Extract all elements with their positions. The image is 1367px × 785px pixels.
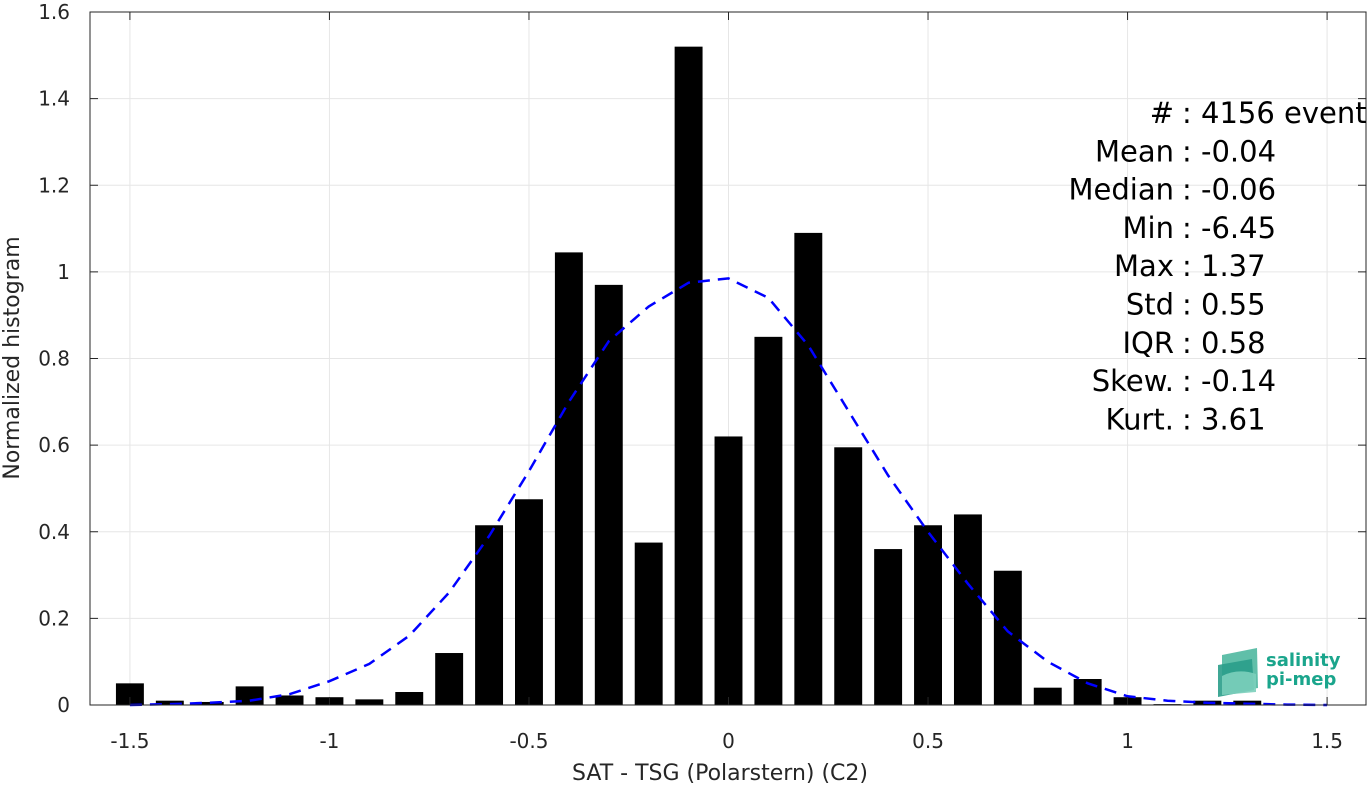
- y-tick-label: 1.4: [38, 87, 70, 111]
- stat-value: -0.06: [1201, 173, 1276, 207]
- histogram-bar: [395, 692, 424, 705]
- x-tick-label: 0.5: [912, 729, 944, 753]
- y-tick-label: 1: [57, 260, 70, 284]
- x-tick-label: 1.5: [1311, 729, 1343, 753]
- histogram-bar: [993, 570, 1022, 705]
- histogram-bar: [355, 699, 384, 705]
- stat-separator: :: [1182, 96, 1192, 130]
- stat-separator: :: [1182, 326, 1192, 360]
- x-tick-label: 1: [1121, 729, 1134, 753]
- y-tick-label: 0: [57, 693, 70, 717]
- histogram-bar: [714, 436, 743, 705]
- histogram-bar: [634, 542, 663, 705]
- histogram-bar: [275, 695, 304, 705]
- histogram-bar: [435, 653, 464, 705]
- histogram-bar: [914, 525, 942, 705]
- stat-value: 0.55: [1201, 288, 1266, 322]
- y-tick-label: 1.6: [38, 0, 70, 24]
- stat-separator: :: [1182, 402, 1192, 436]
- y-tick-label: 0.4: [38, 520, 70, 544]
- histogram-bar: [554, 252, 583, 705]
- stat-value: -6.45: [1201, 211, 1276, 245]
- stat-label: Min: [1123, 211, 1174, 245]
- stat-value: -0.04: [1201, 134, 1276, 168]
- histogram-bar: [195, 701, 224, 705]
- stat-separator: :: [1182, 364, 1192, 398]
- axis-ticks: -1.5 -1 -0.5 0 0.5 1 1.5 0 0.2 0.4 0.6 0.8 1 1.2 1.4 1.…: [38, 0, 1366, 753]
- stat-value: -0.14: [1201, 364, 1276, 398]
- stat-value: 1.37: [1201, 249, 1266, 283]
- x-tick-label: -1.5: [110, 729, 149, 753]
- histogram-bar: [515, 499, 543, 705]
- stat-label: Kurt.: [1106, 402, 1174, 436]
- histogram-bar: [953, 514, 982, 705]
- histogram-bar: [155, 700, 184, 705]
- salinity-pi-mep-logo: salinity pi-mep: [1218, 648, 1341, 697]
- y-axis-label: Normalized histogram: [0, 236, 25, 479]
- stat-separator: :: [1182, 173, 1192, 207]
- x-tick-label: -1: [319, 729, 339, 753]
- stat-label: IQR: [1122, 326, 1174, 360]
- x-tick-label: -0.5: [509, 729, 548, 753]
- histogram-bar: [594, 284, 623, 705]
- y-tick-label: 1.2: [38, 173, 70, 197]
- stat-label: Mean: [1095, 134, 1174, 168]
- logo-wave-icon: [1218, 648, 1258, 697]
- logo-text-line1: salinity: [1266, 650, 1341, 671]
- histogram-bar: [754, 336, 783, 705]
- stat-label: Median: [1069, 173, 1174, 207]
- histogram-bar: [475, 525, 504, 705]
- stat-label: Max: [1114, 249, 1174, 283]
- stat-separator: :: [1182, 134, 1192, 168]
- stat-separator: :: [1182, 211, 1192, 245]
- stat-separator: :: [1182, 288, 1192, 322]
- statistics-annotation: #:4156 events Mean: -0.04 Median: -0.06 Min: -…: [1069, 96, 1367, 436]
- stat-label: Skew.: [1092, 364, 1174, 398]
- stat-value: 4156 events: [1201, 96, 1367, 130]
- x-tick-label: 0: [722, 729, 735, 753]
- stat-label: Std: [1126, 288, 1174, 322]
- histogram-bar: [674, 46, 703, 705]
- histogram-bar: [1033, 687, 1062, 705]
- y-tick-label: 0.6: [38, 433, 70, 457]
- stat-value: 3.61: [1201, 402, 1266, 436]
- y-tick-label: 0.8: [38, 347, 70, 371]
- histogram-bar: [834, 447, 863, 705]
- stat-label: #: [1150, 96, 1174, 130]
- histogram-bar: [874, 549, 903, 705]
- logo-text-line2: pi-mep: [1266, 669, 1336, 690]
- stat-separator: :: [1182, 249, 1192, 283]
- gaussian-fit-curve: [129, 277, 1328, 707]
- histogram-bar: [794, 232, 823, 706]
- x-axis-label: SAT - TSG (Polarstern) (C2): [572, 761, 868, 785]
- histogram-bar: [115, 683, 144, 705]
- y-tick-label: 0.2: [38, 606, 70, 630]
- stat-value: 0.58: [1201, 326, 1266, 360]
